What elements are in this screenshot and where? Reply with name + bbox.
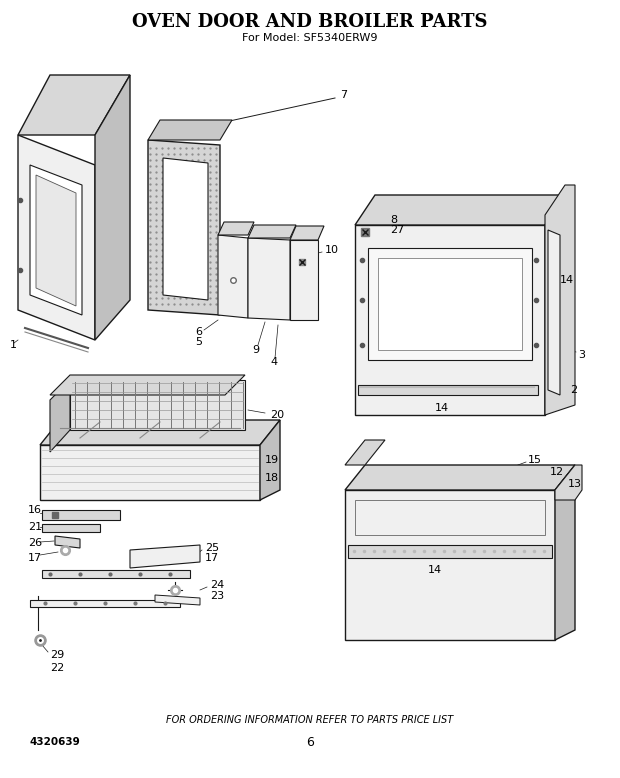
Polygon shape [55, 536, 80, 548]
Text: 16: 16 [28, 505, 42, 515]
Polygon shape [248, 225, 296, 238]
Polygon shape [163, 158, 208, 300]
Polygon shape [42, 524, 100, 532]
Text: 3: 3 [578, 350, 585, 360]
Polygon shape [548, 230, 560, 395]
Polygon shape [368, 248, 532, 360]
Text: 13: 13 [568, 479, 582, 489]
Polygon shape [42, 510, 120, 520]
Text: 7: 7 [340, 90, 347, 100]
Text: 6: 6 [306, 735, 314, 748]
Polygon shape [70, 380, 245, 430]
Polygon shape [50, 375, 245, 395]
Text: For Model: SF5340ERW9: For Model: SF5340ERW9 [242, 33, 378, 43]
Polygon shape [148, 120, 232, 140]
Text: 5: 5 [195, 337, 202, 347]
Text: 14: 14 [428, 565, 442, 575]
Polygon shape [18, 75, 130, 135]
Polygon shape [218, 222, 254, 235]
Text: 2: 2 [570, 385, 577, 395]
Text: 8: 8 [390, 215, 397, 225]
Text: 29: 29 [50, 650, 64, 660]
Text: 21: 21 [28, 522, 42, 532]
Text: 17: 17 [205, 553, 219, 563]
Text: 4320639: 4320639 [30, 737, 81, 747]
Polygon shape [355, 225, 545, 415]
Text: 4: 4 [270, 357, 277, 367]
Polygon shape [290, 226, 324, 240]
Text: 18: 18 [265, 473, 279, 483]
Polygon shape [155, 595, 200, 605]
Polygon shape [290, 240, 318, 320]
Text: 26: 26 [28, 538, 42, 548]
Text: 22: 22 [50, 663, 64, 673]
Text: 25: 25 [205, 543, 219, 553]
Text: FOR ORDERING INFORMATION REFER TO PARTS PRICE LIST: FOR ORDERING INFORMATION REFER TO PARTS … [166, 715, 454, 725]
Polygon shape [555, 465, 582, 500]
Text: 9: 9 [252, 345, 259, 355]
Polygon shape [378, 258, 522, 350]
Text: 15: 15 [528, 455, 542, 465]
Polygon shape [30, 165, 82, 315]
Polygon shape [40, 445, 260, 500]
Polygon shape [218, 235, 248, 318]
Polygon shape [95, 75, 130, 340]
Polygon shape [345, 440, 385, 465]
Polygon shape [18, 135, 95, 340]
Polygon shape [148, 140, 220, 315]
Text: 19: 19 [265, 455, 279, 465]
Polygon shape [345, 465, 575, 490]
Polygon shape [545, 185, 575, 415]
Polygon shape [42, 570, 190, 578]
Text: 20: 20 [270, 410, 284, 420]
Text: 24: 24 [210, 580, 224, 590]
Polygon shape [545, 195, 565, 415]
Polygon shape [555, 465, 575, 640]
Polygon shape [348, 545, 552, 558]
Polygon shape [130, 545, 200, 568]
Polygon shape [358, 385, 538, 395]
Text: 12: 12 [550, 467, 564, 477]
Text: 10: 10 [325, 245, 339, 255]
Polygon shape [355, 195, 565, 225]
Polygon shape [50, 380, 70, 452]
Text: 1: 1 [10, 340, 17, 350]
Polygon shape [248, 238, 290, 320]
Polygon shape [260, 420, 280, 500]
Text: 23: 23 [210, 591, 224, 601]
Text: 27: 27 [390, 225, 404, 235]
Text: 17: 17 [28, 553, 42, 563]
Polygon shape [30, 600, 180, 607]
Polygon shape [36, 175, 76, 306]
Text: 14: 14 [560, 275, 574, 285]
Polygon shape [40, 420, 280, 445]
Text: 14: 14 [435, 403, 449, 413]
Text: OVEN DOOR AND BROILER PARTS: OVEN DOOR AND BROILER PARTS [132, 13, 488, 31]
Text: 6: 6 [195, 327, 202, 337]
Polygon shape [345, 490, 555, 640]
